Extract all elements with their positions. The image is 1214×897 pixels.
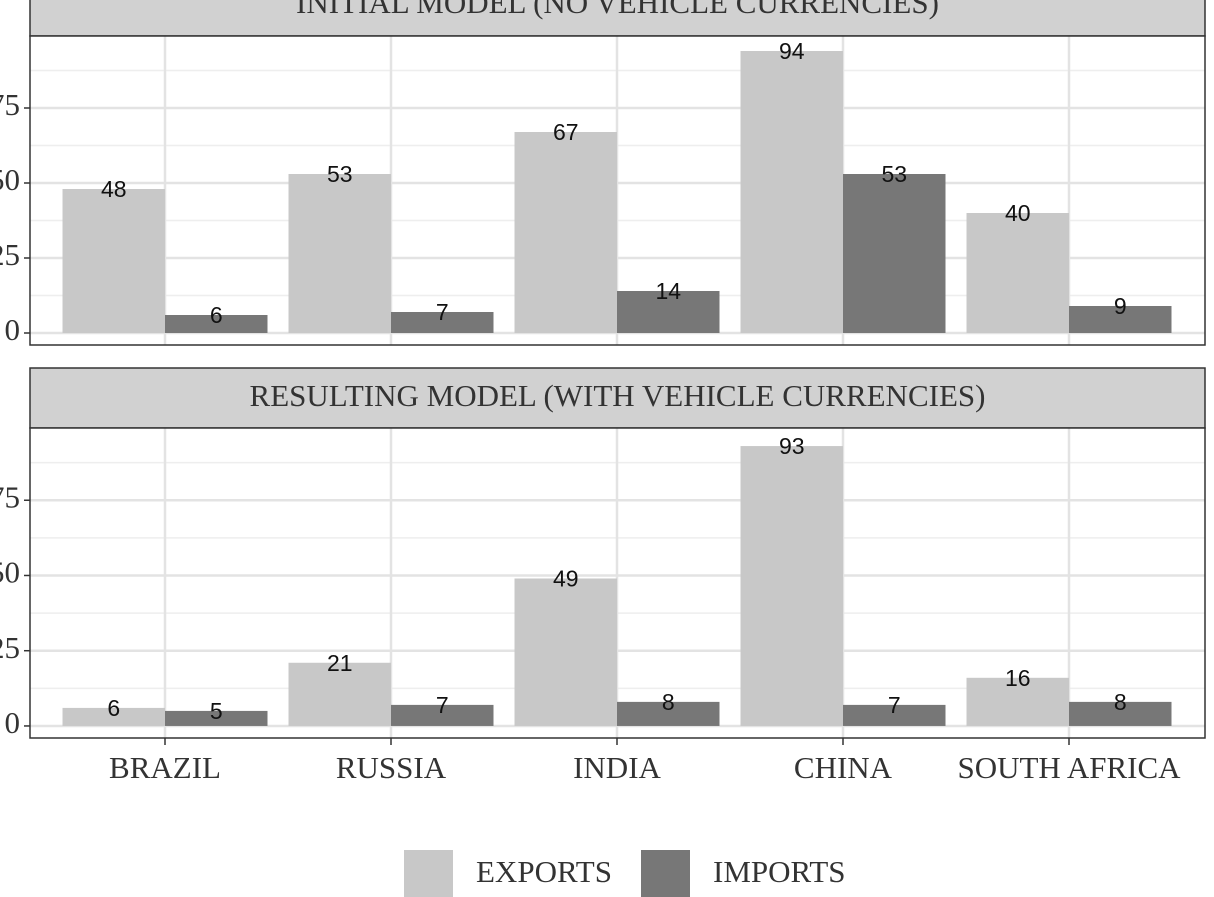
bar: [514, 578, 617, 726]
value-label: 40: [1005, 200, 1031, 226]
legend-label: EXPORTS: [476, 854, 612, 889]
x-tick-label: BRAZIL: [109, 750, 221, 785]
value-label: 6: [107, 695, 120, 721]
strip: [29, 0, 1206, 37]
legend-label: IMPORTS: [713, 854, 846, 889]
x-tick-label: INDIA: [573, 750, 661, 785]
bar: [62, 189, 165, 333]
panel-border: [29, 35, 1206, 346]
value-label: 48: [101, 176, 127, 202]
bar: [391, 312, 494, 333]
bar: [165, 315, 268, 333]
value-label: 49: [553, 566, 579, 592]
value-label: 9: [1114, 293, 1127, 319]
bar: [740, 51, 843, 333]
value-label: 7: [436, 299, 449, 325]
y-tick-label: 50: [0, 162, 20, 197]
y-tick-label: 75: [0, 479, 20, 514]
legend-key: [404, 850, 453, 897]
bar: [843, 704, 946, 726]
value-label: 8: [662, 689, 675, 715]
bar: [740, 446, 843, 726]
value-label: 7: [436, 692, 449, 718]
value-label: 16: [1005, 665, 1031, 691]
legend-key: [641, 850, 690, 897]
y-tick-label: 50: [0, 555, 20, 590]
y-tick-label: 25: [0, 630, 20, 665]
bar: [62, 707, 165, 726]
bar: [165, 710, 268, 726]
value-label: 93: [779, 433, 805, 459]
value-label: 67: [553, 119, 579, 145]
value-label: 21: [327, 650, 353, 676]
bar: [617, 701, 720, 726]
bar: [1069, 306, 1172, 333]
bar: [617, 291, 720, 333]
value-label: 94: [779, 38, 805, 64]
y-tick-label: 25: [0, 237, 20, 272]
value-label: 5: [210, 698, 223, 724]
value-label: 6: [210, 302, 223, 328]
x-tick-label: CHINA: [794, 750, 893, 785]
bar: [843, 174, 946, 333]
bar: [514, 132, 617, 333]
facet-title: INITIAL MODEL (NO VEHICLE CURRENCIES): [296, 0, 939, 20]
bar: [1069, 701, 1172, 726]
bar: [391, 704, 494, 726]
value-label: 53: [881, 161, 907, 187]
x-tick-label: RUSSIA: [336, 750, 447, 785]
facet-title: RESULTING MODEL (WITH VEHICLE CURRENCIES…: [250, 378, 986, 413]
value-label: 7: [888, 692, 901, 718]
value-label: 8: [1114, 689, 1127, 715]
bar: [288, 174, 391, 333]
bar: [288, 662, 391, 726]
y-tick-label: 0: [5, 705, 21, 740]
y-tick-label: 75: [0, 87, 20, 122]
x-tick-label: SOUTH AFRICA: [957, 750, 1181, 785]
value-label: 53: [327, 161, 353, 187]
y-tick-label: 0: [5, 312, 21, 347]
value-label: 14: [655, 278, 681, 304]
bar: [966, 677, 1069, 726]
bar: [966, 213, 1069, 333]
